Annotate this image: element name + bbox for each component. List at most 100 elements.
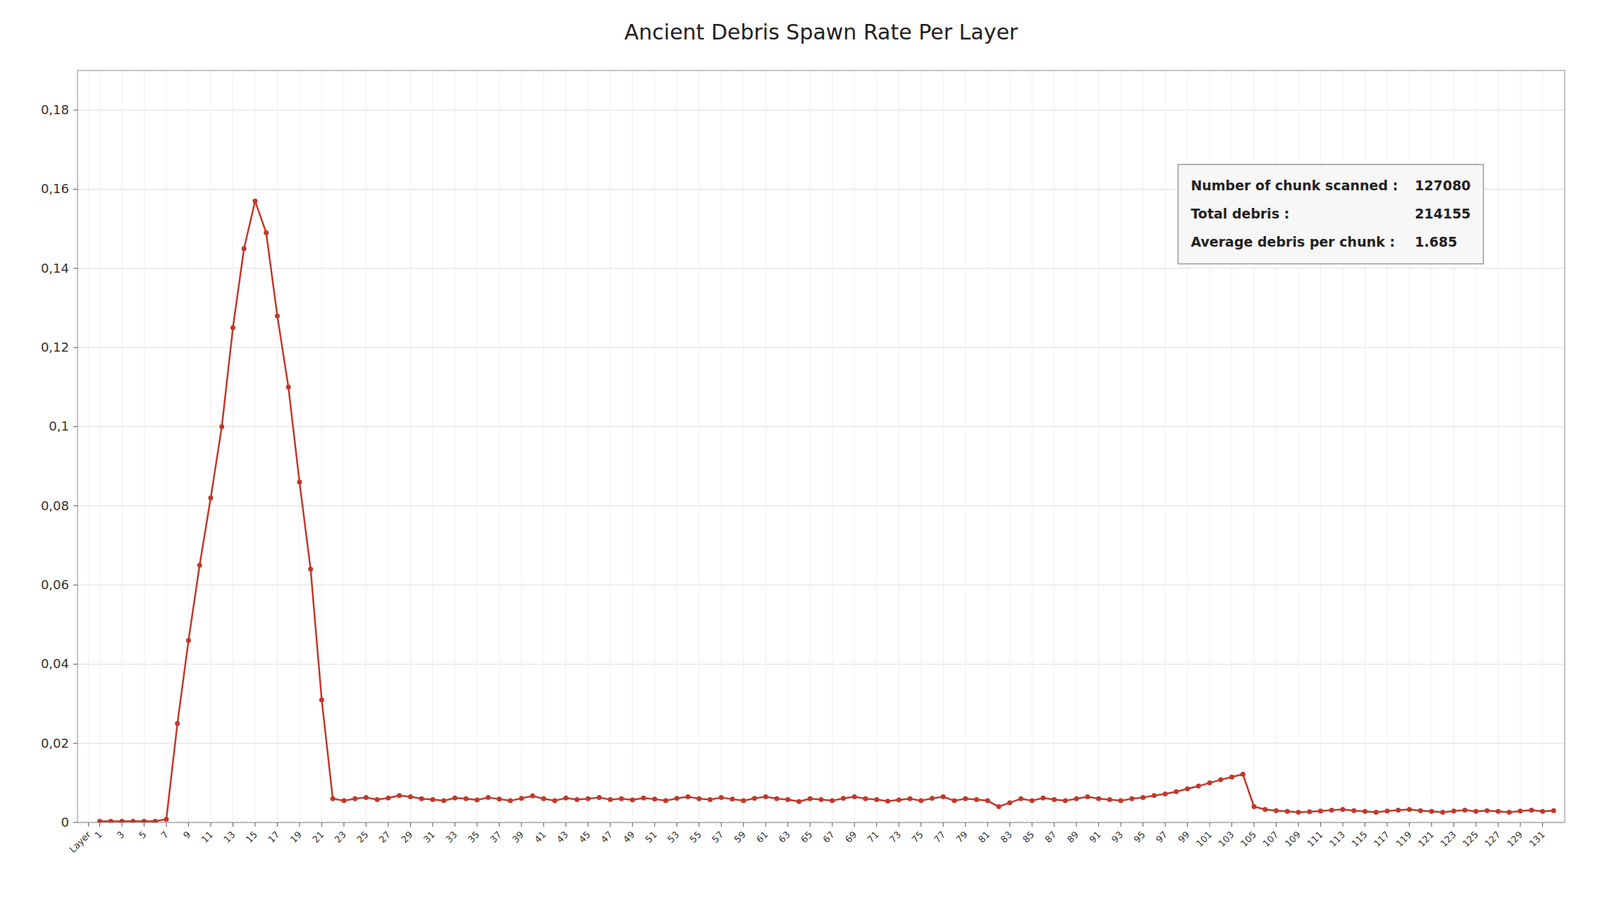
tick-y: [73, 585, 78, 586]
grid-line-x: [410, 70, 411, 823]
marker: [508, 798, 514, 804]
grid-line-x: [609, 70, 611, 823]
grid-line-x: [387, 70, 389, 823]
marker: [463, 796, 469, 802]
marker: [363, 795, 369, 800]
marker: [1429, 809, 1435, 815]
marker: [1329, 807, 1335, 813]
grid-line-x: [343, 70, 344, 823]
tick-label-x: 53: [665, 829, 681, 846]
tick-x: [898, 822, 900, 827]
marker: [763, 794, 769, 800]
grid-line-x: [99, 70, 101, 823]
marker: [1451, 808, 1457, 814]
marker: [1074, 796, 1080, 802]
marker: [785, 797, 791, 803]
tick-label-x: 45: [576, 829, 593, 846]
tick-label-x: 39: [510, 829, 526, 846]
marker: [985, 798, 991, 804]
tick-y: [73, 347, 78, 349]
tick-x: [1031, 822, 1033, 827]
tick-x: [520, 822, 522, 827]
tick-x: [920, 822, 922, 827]
grid-line-y: [77, 585, 1565, 586]
marker: [1040, 795, 1046, 801]
marker: [651, 796, 657, 802]
grid-line-x: [1009, 70, 1011, 823]
grid-line-x: [210, 70, 211, 823]
marker: [1418, 808, 1424, 814]
marker: [474, 797, 480, 803]
marker: [219, 424, 225, 430]
grid-line-x: [809, 70, 811, 823]
tick-label-x: 103: [1216, 829, 1237, 850]
tick-x: [1142, 822, 1144, 827]
marker: [1296, 809, 1302, 815]
marker: [674, 795, 680, 801]
tick-label-y: 0,14: [40, 260, 70, 276]
tick-x: [1298, 822, 1300, 827]
grid-line-x: [1098, 70, 1099, 823]
tick-x: [609, 822, 611, 827]
tick-x: [188, 822, 189, 827]
tick-label-x: 91: [1086, 829, 1103, 846]
marker: [308, 566, 313, 572]
tick-label-x: 25: [354, 829, 371, 846]
marker: [1262, 807, 1268, 812]
marker: [1518, 808, 1524, 814]
marker: [1029, 798, 1035, 804]
grid-line-x: [520, 70, 522, 823]
marker: [1306, 809, 1312, 815]
tick-x: [277, 822, 278, 827]
grid-line-x: [964, 70, 966, 823]
marker: [774, 796, 780, 802]
grid: [77, 70, 1565, 823]
tick-x: [1542, 822, 1543, 827]
grid-line-y: [77, 505, 1565, 507]
tick-label-x: 29: [398, 829, 415, 846]
marker: [1129, 796, 1135, 802]
tick-label-x: 1: [92, 829, 104, 841]
info-box: Number of chunk scanned :127080Total deb…: [1177, 164, 1483, 264]
tick-x: [1231, 822, 1233, 827]
tick-label-x: 115: [1349, 829, 1370, 850]
marker: [630, 797, 636, 803]
tick-x: [321, 822, 323, 827]
grid-line-x: [698, 70, 700, 823]
marker: [1473, 809, 1479, 815]
tick-label-x: 121: [1416, 829, 1436, 850]
tick-x: [1098, 822, 1099, 827]
marker: [574, 797, 580, 803]
tick-x: [587, 822, 589, 827]
tick-label-y: 0,06: [40, 577, 70, 593]
grid-line-x: [721, 70, 722, 823]
marker: [1385, 808, 1390, 814]
marker: [1484, 808, 1490, 814]
tick-x: [88, 822, 89, 827]
grid-line-x: [254, 70, 256, 823]
marker: [452, 795, 458, 801]
line: [99, 200, 1554, 822]
tick-label-y: 0,08: [40, 498, 70, 514]
grid-line-x: [454, 70, 456, 823]
tick-label-x: 101: [1194, 829, 1214, 850]
tick-x: [432, 822, 433, 827]
tick-x: [943, 822, 944, 827]
tick-label-x: 85: [1020, 829, 1037, 846]
tick-label-x: 33: [443, 829, 459, 846]
marker: [1162, 791, 1168, 797]
marker: [374, 797, 380, 803]
grid-line-y: [77, 426, 1565, 428]
marker: [1406, 807, 1412, 812]
tick-x: [1342, 822, 1344, 827]
tick-x: [876, 822, 877, 827]
marker: [1229, 774, 1235, 780]
grid-line-x: [1142, 70, 1144, 823]
marker: [1351, 808, 1357, 814]
info-value: 1.685: [1414, 234, 1457, 250]
marker: [1096, 796, 1101, 802]
tick-label-x: 89: [1065, 829, 1081, 846]
tick-label-x: 67: [821, 829, 837, 846]
marker: [1495, 809, 1501, 815]
tick-label-x: 127: [1482, 829, 1503, 850]
